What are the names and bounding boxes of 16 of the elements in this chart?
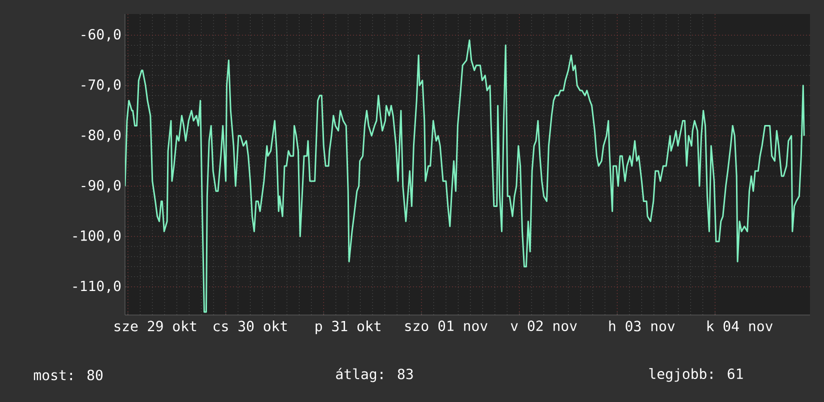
x-tick-label: v 02 nov <box>510 320 577 332</box>
x-tick-label: k 04 nov <box>707 320 773 332</box>
x-tick-label: h 03 nov <box>609 320 675 332</box>
x-tick-label: cs 30 okt <box>214 320 287 332</box>
y-tick-label: -90,0 <box>82 180 121 192</box>
x-tick-label: szo 01 nov <box>405 320 488 332</box>
y-tick-label: -80,0 <box>82 130 121 142</box>
x-tick-label: p 31 okt <box>316 320 380 334</box>
y-tick-label: -70,0 <box>82 79 121 92</box>
y-tick-label: -100,0 <box>73 230 121 243</box>
text: legjobb: 61 <box>649 368 743 382</box>
text: most: 80 <box>34 370 103 380</box>
y-tick-label: -60,0 <box>82 28 121 42</box>
y-tick-label: -110,0 <box>73 280 121 293</box>
x-tick-label: sze 29 okt <box>114 320 196 332</box>
text: átlag: 83 <box>336 368 413 382</box>
